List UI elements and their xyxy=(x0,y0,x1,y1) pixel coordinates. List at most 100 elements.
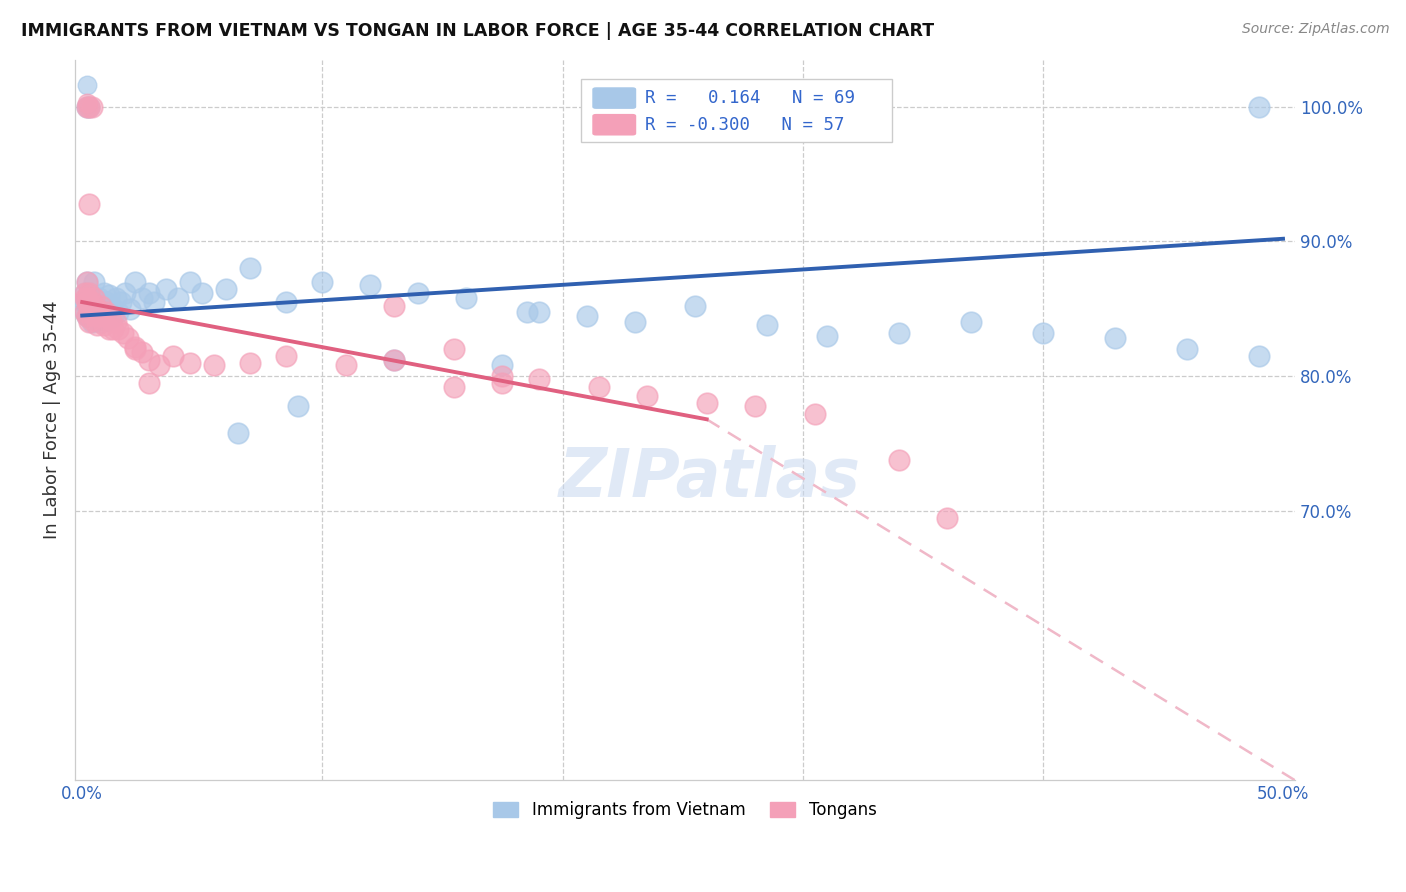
Point xyxy=(456,291,478,305)
Point xyxy=(443,380,465,394)
Point xyxy=(76,309,98,323)
Point xyxy=(76,275,98,289)
Point xyxy=(93,318,115,332)
Point xyxy=(202,359,225,373)
Point xyxy=(104,315,127,329)
Point xyxy=(76,295,98,310)
Point xyxy=(815,328,838,343)
Point xyxy=(86,301,108,316)
Point xyxy=(887,326,910,340)
Point xyxy=(215,282,238,296)
FancyBboxPatch shape xyxy=(592,87,636,109)
Point xyxy=(887,452,910,467)
Point xyxy=(1032,326,1054,340)
Point xyxy=(73,304,96,318)
Point xyxy=(76,78,98,92)
Text: R =   0.164   N = 69: R = 0.164 N = 69 xyxy=(645,89,855,107)
Point xyxy=(104,291,127,305)
Point xyxy=(935,510,957,524)
Point xyxy=(755,318,778,332)
Point xyxy=(138,285,160,300)
Point xyxy=(83,291,105,305)
Point xyxy=(87,309,110,323)
Point xyxy=(384,353,406,368)
Point xyxy=(107,322,129,336)
Text: IMMIGRANTS FROM VIETNAM VS TONGAN IN LABOR FORCE | AGE 35-44 CORRELATION CHART: IMMIGRANTS FROM VIETNAM VS TONGAN IN LAB… xyxy=(21,22,934,40)
Point xyxy=(96,295,118,310)
Point xyxy=(124,343,146,357)
Point xyxy=(76,95,98,110)
Point xyxy=(96,312,118,326)
Point xyxy=(1104,331,1126,345)
Point xyxy=(384,353,406,368)
FancyBboxPatch shape xyxy=(592,114,636,136)
Point xyxy=(76,100,98,114)
Point xyxy=(76,291,98,305)
Point xyxy=(659,100,682,114)
Point xyxy=(79,285,101,300)
Point xyxy=(80,312,103,326)
Point xyxy=(90,295,112,310)
Point xyxy=(76,291,98,305)
Point xyxy=(491,369,513,384)
Point xyxy=(408,285,430,300)
Point xyxy=(73,285,96,300)
Point xyxy=(76,309,98,323)
Point xyxy=(80,100,103,114)
Point xyxy=(79,100,101,114)
Point xyxy=(148,359,170,373)
Point xyxy=(276,295,298,310)
Point xyxy=(90,315,112,329)
Point xyxy=(1247,349,1270,363)
Point xyxy=(83,275,105,289)
Point xyxy=(959,315,981,329)
Point xyxy=(359,277,381,292)
Point xyxy=(107,304,129,318)
Text: Source: ZipAtlas.com: Source: ZipAtlas.com xyxy=(1241,22,1389,37)
Point xyxy=(79,295,101,310)
Point xyxy=(87,291,110,305)
Point xyxy=(120,301,142,316)
Point xyxy=(1247,100,1270,114)
Point xyxy=(636,389,658,403)
FancyBboxPatch shape xyxy=(581,79,893,143)
Point xyxy=(443,343,465,357)
Point xyxy=(623,315,645,329)
Point xyxy=(527,304,550,318)
Point xyxy=(117,331,139,345)
Point xyxy=(124,339,146,353)
Point xyxy=(73,304,96,318)
Legend: Immigrants from Vietnam, Tongans: Immigrants from Vietnam, Tongans xyxy=(486,795,883,826)
Point xyxy=(103,309,125,323)
Point xyxy=(1175,343,1198,357)
Point xyxy=(73,295,96,310)
Point xyxy=(79,301,101,316)
Point xyxy=(90,299,112,313)
Point xyxy=(131,291,153,305)
Point xyxy=(124,275,146,289)
Point xyxy=(97,322,120,336)
Point xyxy=(86,295,108,310)
Point xyxy=(79,285,101,300)
Point xyxy=(803,407,825,421)
Point xyxy=(86,312,108,326)
Point xyxy=(143,295,166,310)
Point xyxy=(83,291,105,305)
Point xyxy=(335,359,357,373)
Point xyxy=(93,304,115,318)
Point xyxy=(179,275,201,289)
Point xyxy=(73,291,96,305)
Point xyxy=(79,315,101,329)
Text: R = -0.300   N = 57: R = -0.300 N = 57 xyxy=(645,116,844,134)
Point xyxy=(112,326,135,340)
Point xyxy=(138,376,160,390)
Point xyxy=(100,312,122,326)
Point xyxy=(103,322,125,336)
Point xyxy=(683,299,706,313)
Point xyxy=(93,285,115,300)
Point xyxy=(138,353,160,368)
Point xyxy=(86,318,108,332)
Point xyxy=(79,309,101,323)
Point xyxy=(97,288,120,302)
Point xyxy=(228,425,250,440)
